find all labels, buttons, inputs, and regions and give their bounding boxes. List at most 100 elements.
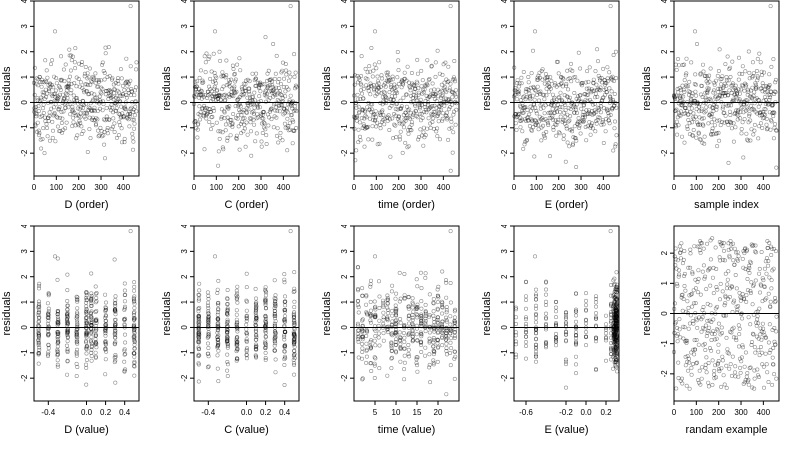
data-point [368, 313, 373, 318]
data-point [378, 113, 383, 118]
data-point [396, 116, 401, 121]
data-point [373, 334, 378, 339]
data-point [74, 327, 79, 332]
data-point [84, 333, 89, 338]
data-point [739, 359, 744, 364]
data-point [594, 88, 599, 93]
data-point [435, 113, 440, 118]
data-point [263, 356, 268, 361]
data-point [609, 352, 614, 357]
data-point [684, 56, 689, 61]
data-point [609, 348, 614, 353]
data-point [280, 138, 285, 143]
data-point [532, 29, 537, 34]
data-point [612, 103, 617, 108]
data-point [566, 77, 571, 82]
data-point [584, 303, 589, 308]
data-point [55, 309, 60, 314]
data-point [613, 295, 618, 300]
data-point [614, 313, 619, 318]
data-point [106, 93, 111, 98]
y-tick-label: 2 [20, 49, 29, 54]
data-point [741, 110, 746, 115]
data-point [368, 299, 373, 304]
data-point [55, 330, 60, 335]
data-point [292, 305, 297, 310]
data-point [282, 111, 287, 116]
y-tick-label: 3 [500, 24, 509, 29]
data-point [614, 330, 619, 335]
data-point [685, 127, 690, 132]
data-point [90, 80, 95, 85]
data-point [576, 50, 581, 55]
data-point [697, 368, 702, 373]
data-point [66, 78, 71, 83]
data-point [377, 110, 382, 115]
data-point [526, 115, 531, 120]
data-point [269, 106, 274, 111]
data-point [760, 126, 765, 131]
data-point [427, 330, 432, 335]
data-point [755, 314, 760, 319]
data-point [225, 328, 230, 333]
data-point [395, 107, 400, 112]
data-point [425, 126, 430, 131]
data-point [529, 128, 534, 133]
data-point [380, 108, 385, 113]
data-point [753, 249, 758, 254]
data-point [418, 270, 423, 275]
data-point [225, 317, 230, 322]
x-axis-label: C (order) [224, 199, 268, 211]
data-point [290, 106, 295, 111]
data-point [574, 307, 579, 312]
data-point [291, 330, 296, 335]
data-point [751, 74, 756, 79]
data-point [235, 294, 240, 299]
data-point [54, 81, 59, 86]
data-point [521, 106, 526, 111]
data-point [254, 316, 259, 321]
data-point [289, 113, 294, 118]
data-point [234, 297, 239, 302]
data-point [735, 307, 740, 312]
data-point [766, 263, 771, 268]
data-point [427, 365, 432, 370]
data-point [743, 69, 748, 74]
data-point [574, 333, 579, 338]
data-point [712, 123, 717, 128]
data-point [74, 294, 79, 299]
data-point [732, 262, 737, 267]
data-point [272, 313, 277, 318]
data-point [449, 116, 454, 121]
data-point [215, 343, 220, 348]
data-point [65, 84, 70, 89]
data-point [763, 335, 768, 340]
data-point [558, 114, 563, 119]
data-point [773, 342, 778, 347]
y-tick-label: -2 [500, 149, 509, 157]
data-point [132, 316, 137, 321]
x-tick-label: 400 [757, 408, 771, 417]
data-point [56, 339, 61, 344]
data-point [444, 113, 449, 118]
data-point [75, 322, 80, 327]
data-point [228, 80, 233, 85]
data-point [387, 90, 392, 95]
data-point [533, 320, 538, 325]
data-point [108, 93, 113, 98]
data-point [612, 292, 617, 297]
data-point [614, 296, 619, 301]
data-point [206, 56, 211, 61]
data-point [291, 313, 296, 318]
data-point [103, 315, 108, 320]
data-point [611, 329, 616, 334]
data-point [369, 369, 374, 374]
data-point [381, 83, 386, 88]
x-axis-label: time (order) [378, 199, 435, 211]
data-point [65, 315, 70, 320]
data-point [611, 293, 616, 298]
data-point [94, 326, 99, 331]
data-point [264, 320, 269, 325]
data-point [371, 68, 376, 73]
data-point [410, 329, 415, 334]
